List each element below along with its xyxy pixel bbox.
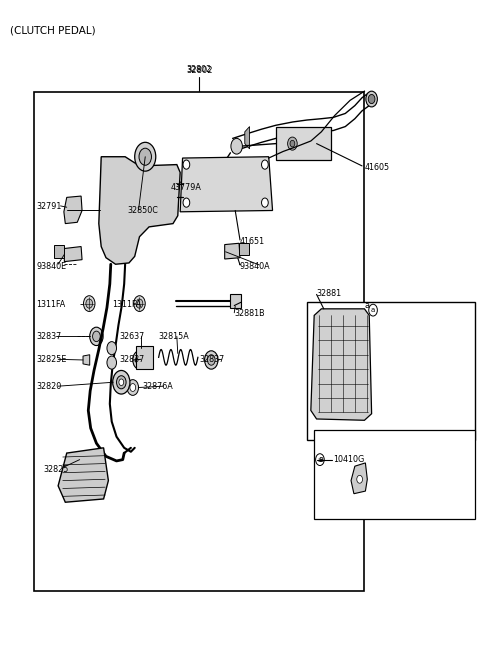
Polygon shape xyxy=(83,355,90,365)
Circle shape xyxy=(288,137,297,150)
Circle shape xyxy=(119,379,124,386)
Ellipse shape xyxy=(106,247,114,255)
Polygon shape xyxy=(311,309,372,420)
Circle shape xyxy=(366,91,377,107)
Polygon shape xyxy=(64,196,82,223)
Ellipse shape xyxy=(132,208,141,215)
Circle shape xyxy=(136,299,143,308)
Circle shape xyxy=(84,296,95,311)
Text: 32825: 32825 xyxy=(44,465,69,474)
Text: 32876A: 32876A xyxy=(143,382,173,391)
Ellipse shape xyxy=(272,127,280,160)
Text: 32881: 32881 xyxy=(317,289,342,298)
Text: 32802: 32802 xyxy=(186,66,213,76)
Circle shape xyxy=(113,371,130,394)
Circle shape xyxy=(107,342,117,355)
Polygon shape xyxy=(58,448,108,502)
Circle shape xyxy=(107,356,117,369)
Text: 93840E: 93840E xyxy=(36,262,67,271)
Text: 1311FA: 1311FA xyxy=(36,300,66,309)
Text: 32837: 32837 xyxy=(199,355,225,364)
Text: 41651: 41651 xyxy=(240,237,265,246)
Circle shape xyxy=(127,380,139,396)
Ellipse shape xyxy=(132,227,141,235)
Circle shape xyxy=(357,476,362,484)
Text: 32837: 32837 xyxy=(120,355,144,364)
Text: 93840A: 93840A xyxy=(240,262,271,271)
Ellipse shape xyxy=(119,208,128,215)
Circle shape xyxy=(212,171,220,181)
Polygon shape xyxy=(225,243,240,259)
Circle shape xyxy=(135,143,156,171)
Bar xyxy=(230,294,241,307)
Circle shape xyxy=(90,327,103,346)
Polygon shape xyxy=(351,463,367,493)
Ellipse shape xyxy=(204,165,242,204)
Text: a: a xyxy=(371,307,375,313)
Ellipse shape xyxy=(138,349,150,365)
Bar xyxy=(239,243,249,255)
Circle shape xyxy=(183,160,190,170)
Text: 43779A: 43779A xyxy=(170,183,202,192)
Ellipse shape xyxy=(119,227,128,235)
Ellipse shape xyxy=(326,127,335,160)
Bar xyxy=(314,430,475,518)
Circle shape xyxy=(262,160,268,170)
Polygon shape xyxy=(180,157,273,212)
Circle shape xyxy=(93,331,100,342)
Text: 10410G: 10410G xyxy=(333,455,365,464)
Text: 32802: 32802 xyxy=(187,65,212,74)
Text: a: a xyxy=(318,457,322,463)
Bar xyxy=(276,127,331,160)
Ellipse shape xyxy=(132,247,141,255)
Text: 32791: 32791 xyxy=(36,202,62,211)
Ellipse shape xyxy=(119,247,128,255)
Circle shape xyxy=(207,355,215,365)
Text: (CLUTCH PEDAL): (CLUTCH PEDAL) xyxy=(10,25,96,35)
Circle shape xyxy=(133,351,146,369)
Circle shape xyxy=(86,299,93,308)
Circle shape xyxy=(183,198,190,207)
Circle shape xyxy=(204,351,218,369)
Bar xyxy=(136,346,153,369)
Ellipse shape xyxy=(106,208,114,215)
Text: 32850C: 32850C xyxy=(128,206,158,215)
Text: 41605: 41605 xyxy=(364,164,390,172)
Text: 32837: 32837 xyxy=(36,332,62,341)
Text: 32825E: 32825E xyxy=(36,355,67,364)
Text: 32637: 32637 xyxy=(120,332,144,341)
Text: a: a xyxy=(318,455,323,464)
Polygon shape xyxy=(245,127,250,149)
Circle shape xyxy=(290,141,295,147)
Text: 1311FA: 1311FA xyxy=(112,300,141,309)
Circle shape xyxy=(368,95,375,104)
Circle shape xyxy=(262,198,268,207)
Polygon shape xyxy=(64,246,82,261)
Circle shape xyxy=(130,384,136,392)
Circle shape xyxy=(136,355,144,365)
Circle shape xyxy=(316,454,324,466)
Circle shape xyxy=(117,376,126,389)
Text: 32881B: 32881B xyxy=(234,309,265,318)
Text: 32820: 32820 xyxy=(36,382,62,391)
Circle shape xyxy=(369,304,377,316)
Circle shape xyxy=(231,139,242,154)
Bar xyxy=(307,302,475,440)
Circle shape xyxy=(134,296,145,311)
Text: a: a xyxy=(364,301,370,310)
Bar xyxy=(54,244,64,258)
Circle shape xyxy=(139,148,152,166)
Bar xyxy=(34,93,364,591)
Ellipse shape xyxy=(106,227,114,235)
Polygon shape xyxy=(99,157,180,264)
Text: 32815A: 32815A xyxy=(158,332,190,341)
